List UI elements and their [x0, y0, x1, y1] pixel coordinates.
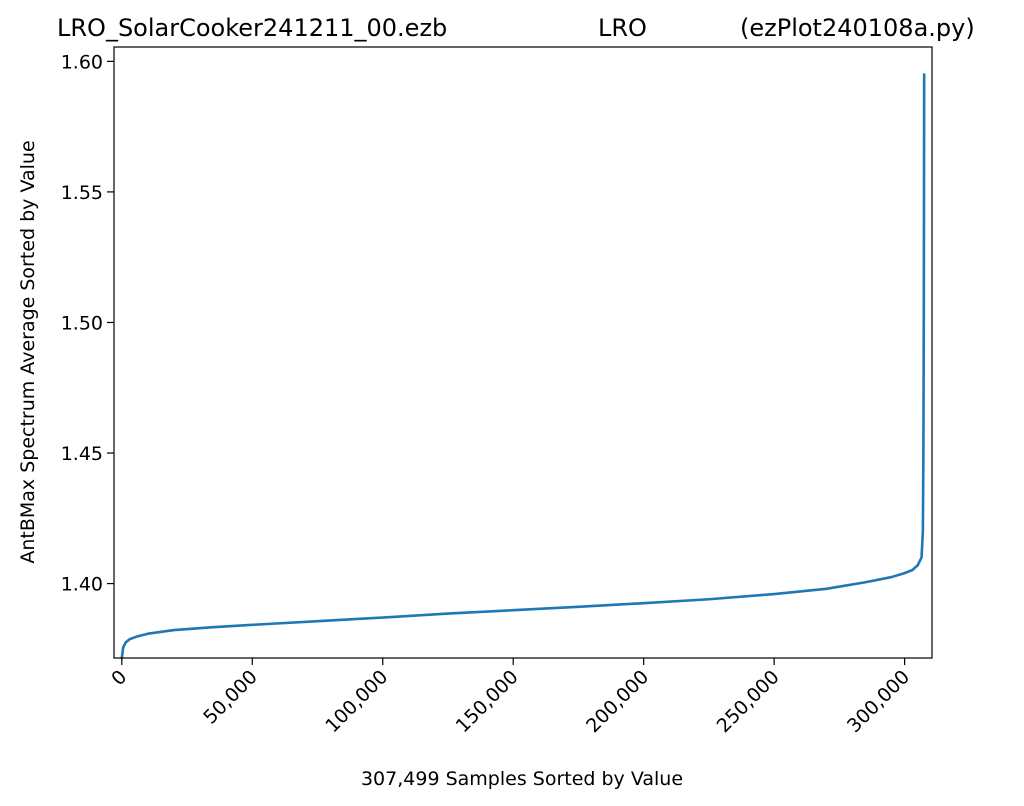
- y-tick-label: 1.45: [61, 443, 103, 465]
- x-tick-label: 250,000: [713, 666, 784, 737]
- y-tick-label: 1.60: [61, 51, 103, 73]
- x-axis-label: 307,499 Samples Sorted by Value: [361, 768, 683, 790]
- x-tick-label: 100,000: [321, 666, 392, 737]
- station-title: LRO: [598, 14, 647, 42]
- y-tick-label: 1.55: [61, 182, 103, 204]
- plot-frame: [113, 46, 933, 659]
- script-name-title: (ezPlot240108a.py): [740, 14, 975, 42]
- x-tick-label: 150,000: [452, 666, 523, 737]
- y-tick-label: 1.40: [61, 574, 103, 596]
- x-tick-label: 200,000: [582, 666, 653, 737]
- series-line-0: [120, 73, 926, 660]
- y-tick-label: 1.50: [61, 312, 103, 334]
- axis-layer: 1.40 1.45 1.50 1.55 1.60 0 50,000 100,000 150,00…: [61, 51, 914, 737]
- file-name-title: LRO_SolarCooker241211_00.ezb: [57, 14, 448, 42]
- x-tick-label: 50,000: [199, 666, 262, 729]
- x-tick-label: 300,000: [843, 666, 914, 737]
- plot-layer: [120, 73, 926, 660]
- y-axis-label: AntBMax Spectrum Average Sorted by Value: [17, 140, 39, 563]
- x-tick-label: 0: [107, 666, 131, 690]
